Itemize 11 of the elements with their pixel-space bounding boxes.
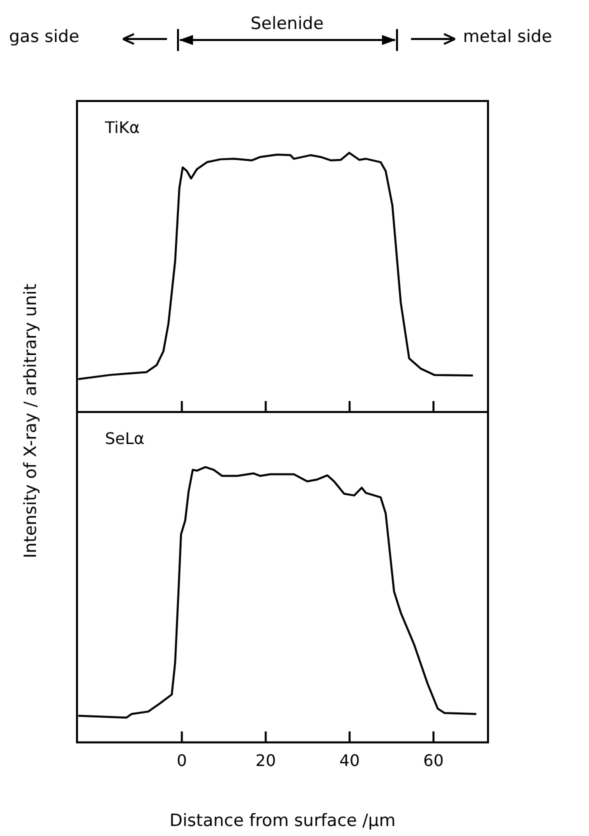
x-axis-title: Distance from surface /μm (169, 811, 396, 832)
x-tick-label: 0 (176, 751, 187, 770)
text: TiKα (104, 118, 140, 138)
y-axis-title: Intensity of X-ray / arbitrary unit (21, 284, 41, 558)
x-tick-label: 60 (423, 751, 444, 770)
x-tick-label: 20 (256, 751, 276, 770)
text: metal side (463, 27, 552, 47)
text: SeLα (105, 429, 144, 448)
text: Selenide (250, 14, 324, 34)
x-tick-label: 40 (339, 751, 360, 770)
text: gas side (9, 27, 80, 47)
